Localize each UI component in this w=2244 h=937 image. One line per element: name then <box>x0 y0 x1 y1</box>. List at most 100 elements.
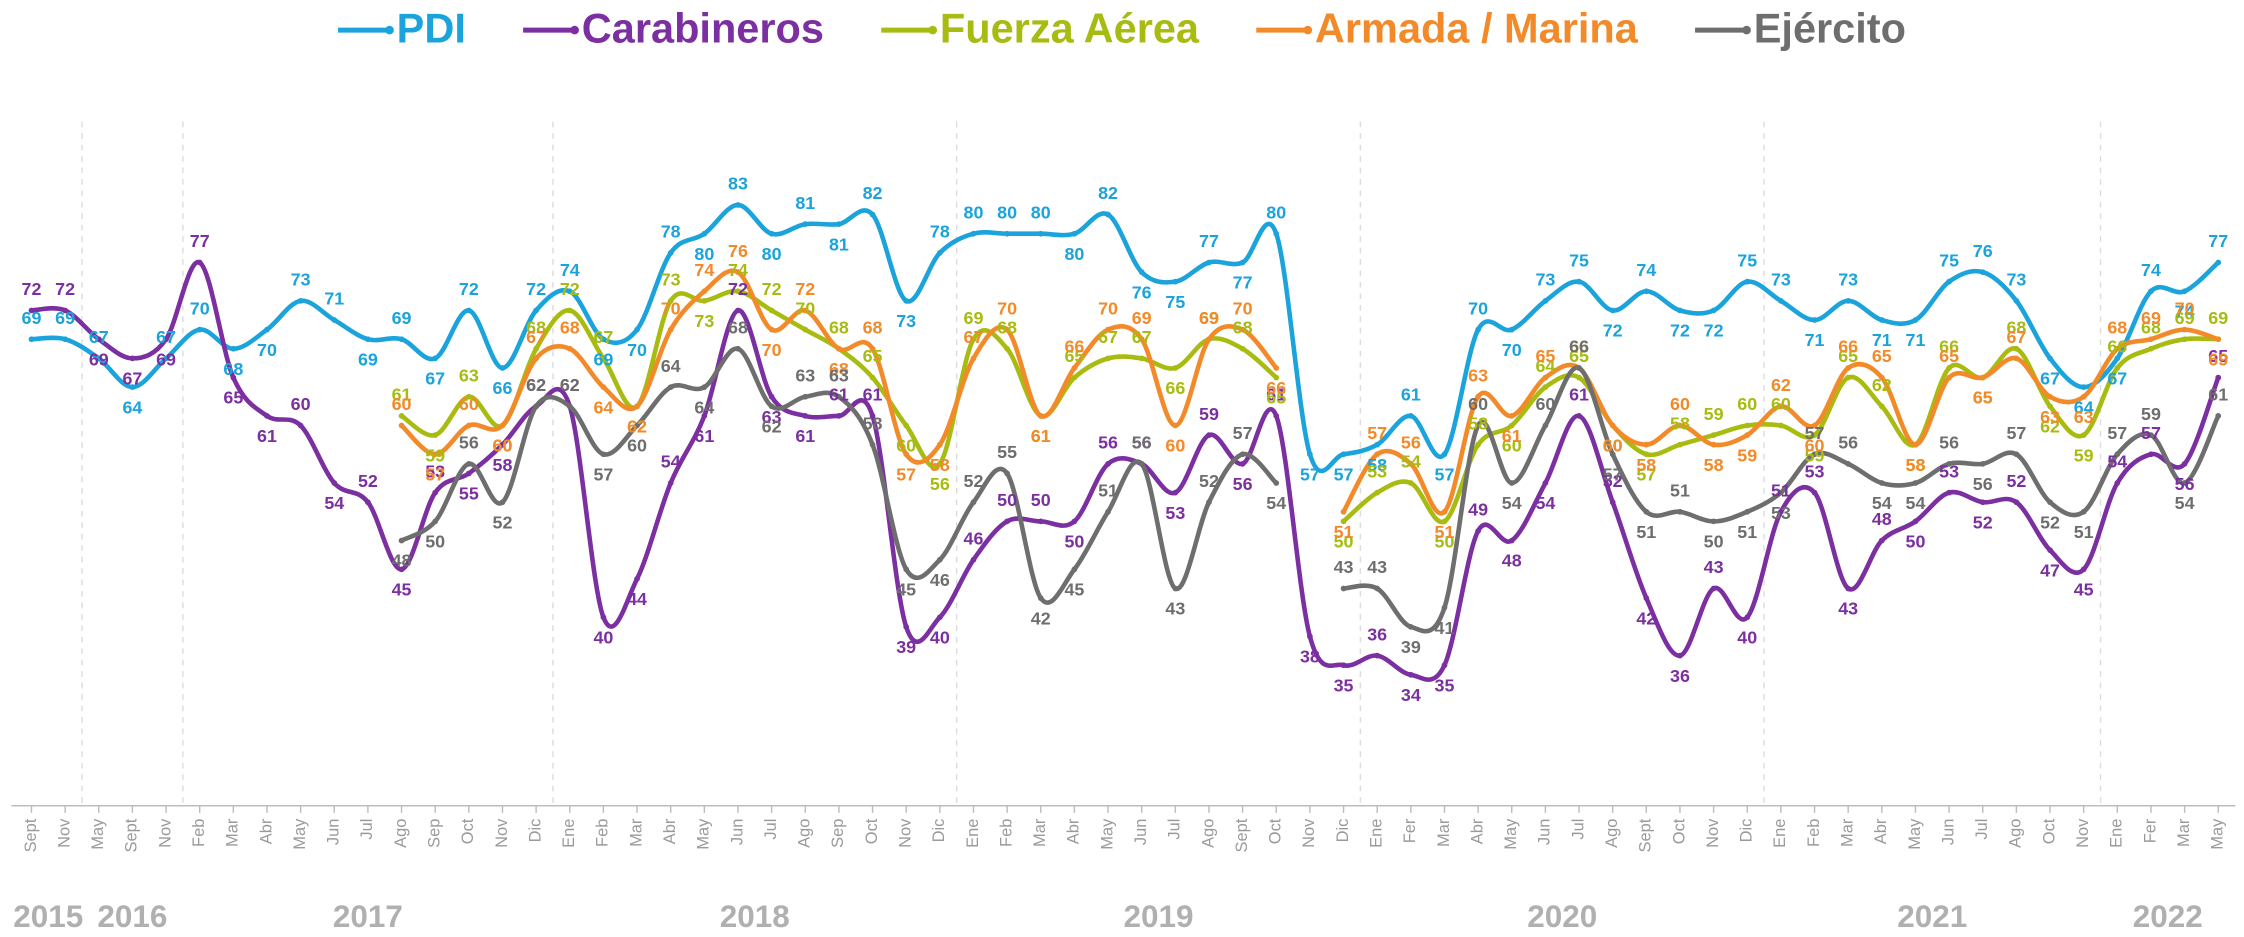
data-label: 57 <box>896 464 916 484</box>
point <box>1273 480 1280 486</box>
data-label: 36 <box>1670 666 1690 686</box>
point <box>2013 451 2020 458</box>
x-tick-label: Jun <box>1536 819 1554 846</box>
point <box>1004 326 1010 333</box>
data-label: 67 <box>964 327 984 347</box>
data-label: 71 <box>1805 330 1825 350</box>
point <box>836 393 842 400</box>
point <box>1105 355 1111 362</box>
data-label: 68 <box>526 317 546 337</box>
point <box>1239 451 1246 458</box>
x-tick-label: Jul <box>762 819 780 840</box>
point <box>1340 518 1347 525</box>
data-label: 48 <box>1502 551 1522 571</box>
data-label: 57 <box>1603 464 1623 484</box>
data-label: 43 <box>1367 557 1387 577</box>
point <box>1508 480 1515 486</box>
point <box>1172 422 1179 429</box>
data-label: 69 <box>358 349 378 369</box>
point <box>903 422 910 429</box>
point <box>1744 278 1751 285</box>
data-label: 70 <box>997 298 1017 318</box>
point <box>499 422 506 429</box>
data-label: 61 <box>2208 385 2228 405</box>
point <box>1710 432 1717 438</box>
point <box>1946 278 1952 285</box>
point <box>802 393 809 400</box>
point <box>163 336 169 343</box>
data-label: 80 <box>1064 244 1084 264</box>
data-label: 39 <box>896 637 916 657</box>
point <box>95 336 102 343</box>
point <box>1172 365 1179 371</box>
data-label: 62 <box>560 375 580 395</box>
data-label: 72 <box>560 279 580 299</box>
data-label: 50 <box>1906 532 1926 552</box>
data-label: 61 <box>392 385 412 405</box>
data-label: 74 <box>2175 301 2195 321</box>
point <box>1811 422 1818 429</box>
data-label: 40 <box>593 627 613 647</box>
data-label: 65 <box>1064 346 1084 366</box>
data-label: 43 <box>1838 599 1858 619</box>
data-label: 70 <box>257 340 277 360</box>
x-tick-label: Sept <box>1637 818 1655 852</box>
data-label: 57 <box>2141 423 2161 443</box>
point <box>1811 451 1818 458</box>
point <box>1542 480 1549 486</box>
x-tick-label: Nov <box>156 818 174 848</box>
point <box>1475 393 1481 400</box>
point <box>600 451 607 458</box>
x-tick-label: May <box>291 818 309 850</box>
point <box>1475 441 1481 448</box>
point <box>1273 230 1280 237</box>
point <box>2013 345 2020 352</box>
data-label: 58 <box>1704 455 1724 475</box>
point <box>566 307 573 314</box>
data-label: 71 <box>1872 330 1892 350</box>
point <box>533 345 539 352</box>
data-label: 60 <box>1535 394 1555 414</box>
x-tick-label: May <box>1098 818 1116 850</box>
point <box>2080 393 2087 400</box>
data-label: 58 <box>930 455 950 475</box>
data-label: 66 <box>1939 337 1959 357</box>
data-label: 63 <box>795 365 815 385</box>
data-label: 77 <box>2208 231 2228 251</box>
point <box>634 422 640 429</box>
legend: PDI Carabineros Fuerza Aérea Armada / Marin… <box>338 4 1906 51</box>
data-label: 72 <box>728 279 748 299</box>
point <box>1979 499 1986 506</box>
point <box>1206 259 1212 266</box>
data-label: 60 <box>1603 436 1623 456</box>
point <box>903 297 910 304</box>
point <box>701 413 708 419</box>
data-label: 52 <box>2006 471 2026 491</box>
point <box>1946 374 1952 381</box>
point <box>1374 585 1381 592</box>
data-label: 67 <box>425 369 445 389</box>
data-label: 68 <box>223 359 243 379</box>
data-label: 53 <box>1805 461 1825 481</box>
legend-item: Armada / Marina <box>1256 4 1639 51</box>
point <box>1273 374 1280 381</box>
point <box>1441 518 1448 525</box>
data-label: 65 <box>1872 346 1892 366</box>
data-label: 51 <box>1737 522 1757 542</box>
data-label: 56 <box>1098 433 1118 453</box>
data-label: 57 <box>2107 423 2127 443</box>
point <box>667 480 674 486</box>
point <box>936 441 943 448</box>
point <box>802 221 809 227</box>
data-label: 70 <box>661 298 681 318</box>
year-label: 2015 <box>13 899 83 934</box>
point <box>2047 355 2053 362</box>
data-label: 66 <box>1165 378 1185 398</box>
point <box>1004 230 1010 237</box>
data-label: 74 <box>560 260 580 280</box>
legend-label: Carabineros <box>582 4 824 51</box>
x-tick-label: Dic <box>1334 819 1352 843</box>
x-tick-label: Dic <box>526 819 544 843</box>
data-label: 71 <box>324 289 344 309</box>
data-label: 50 <box>997 490 1017 510</box>
